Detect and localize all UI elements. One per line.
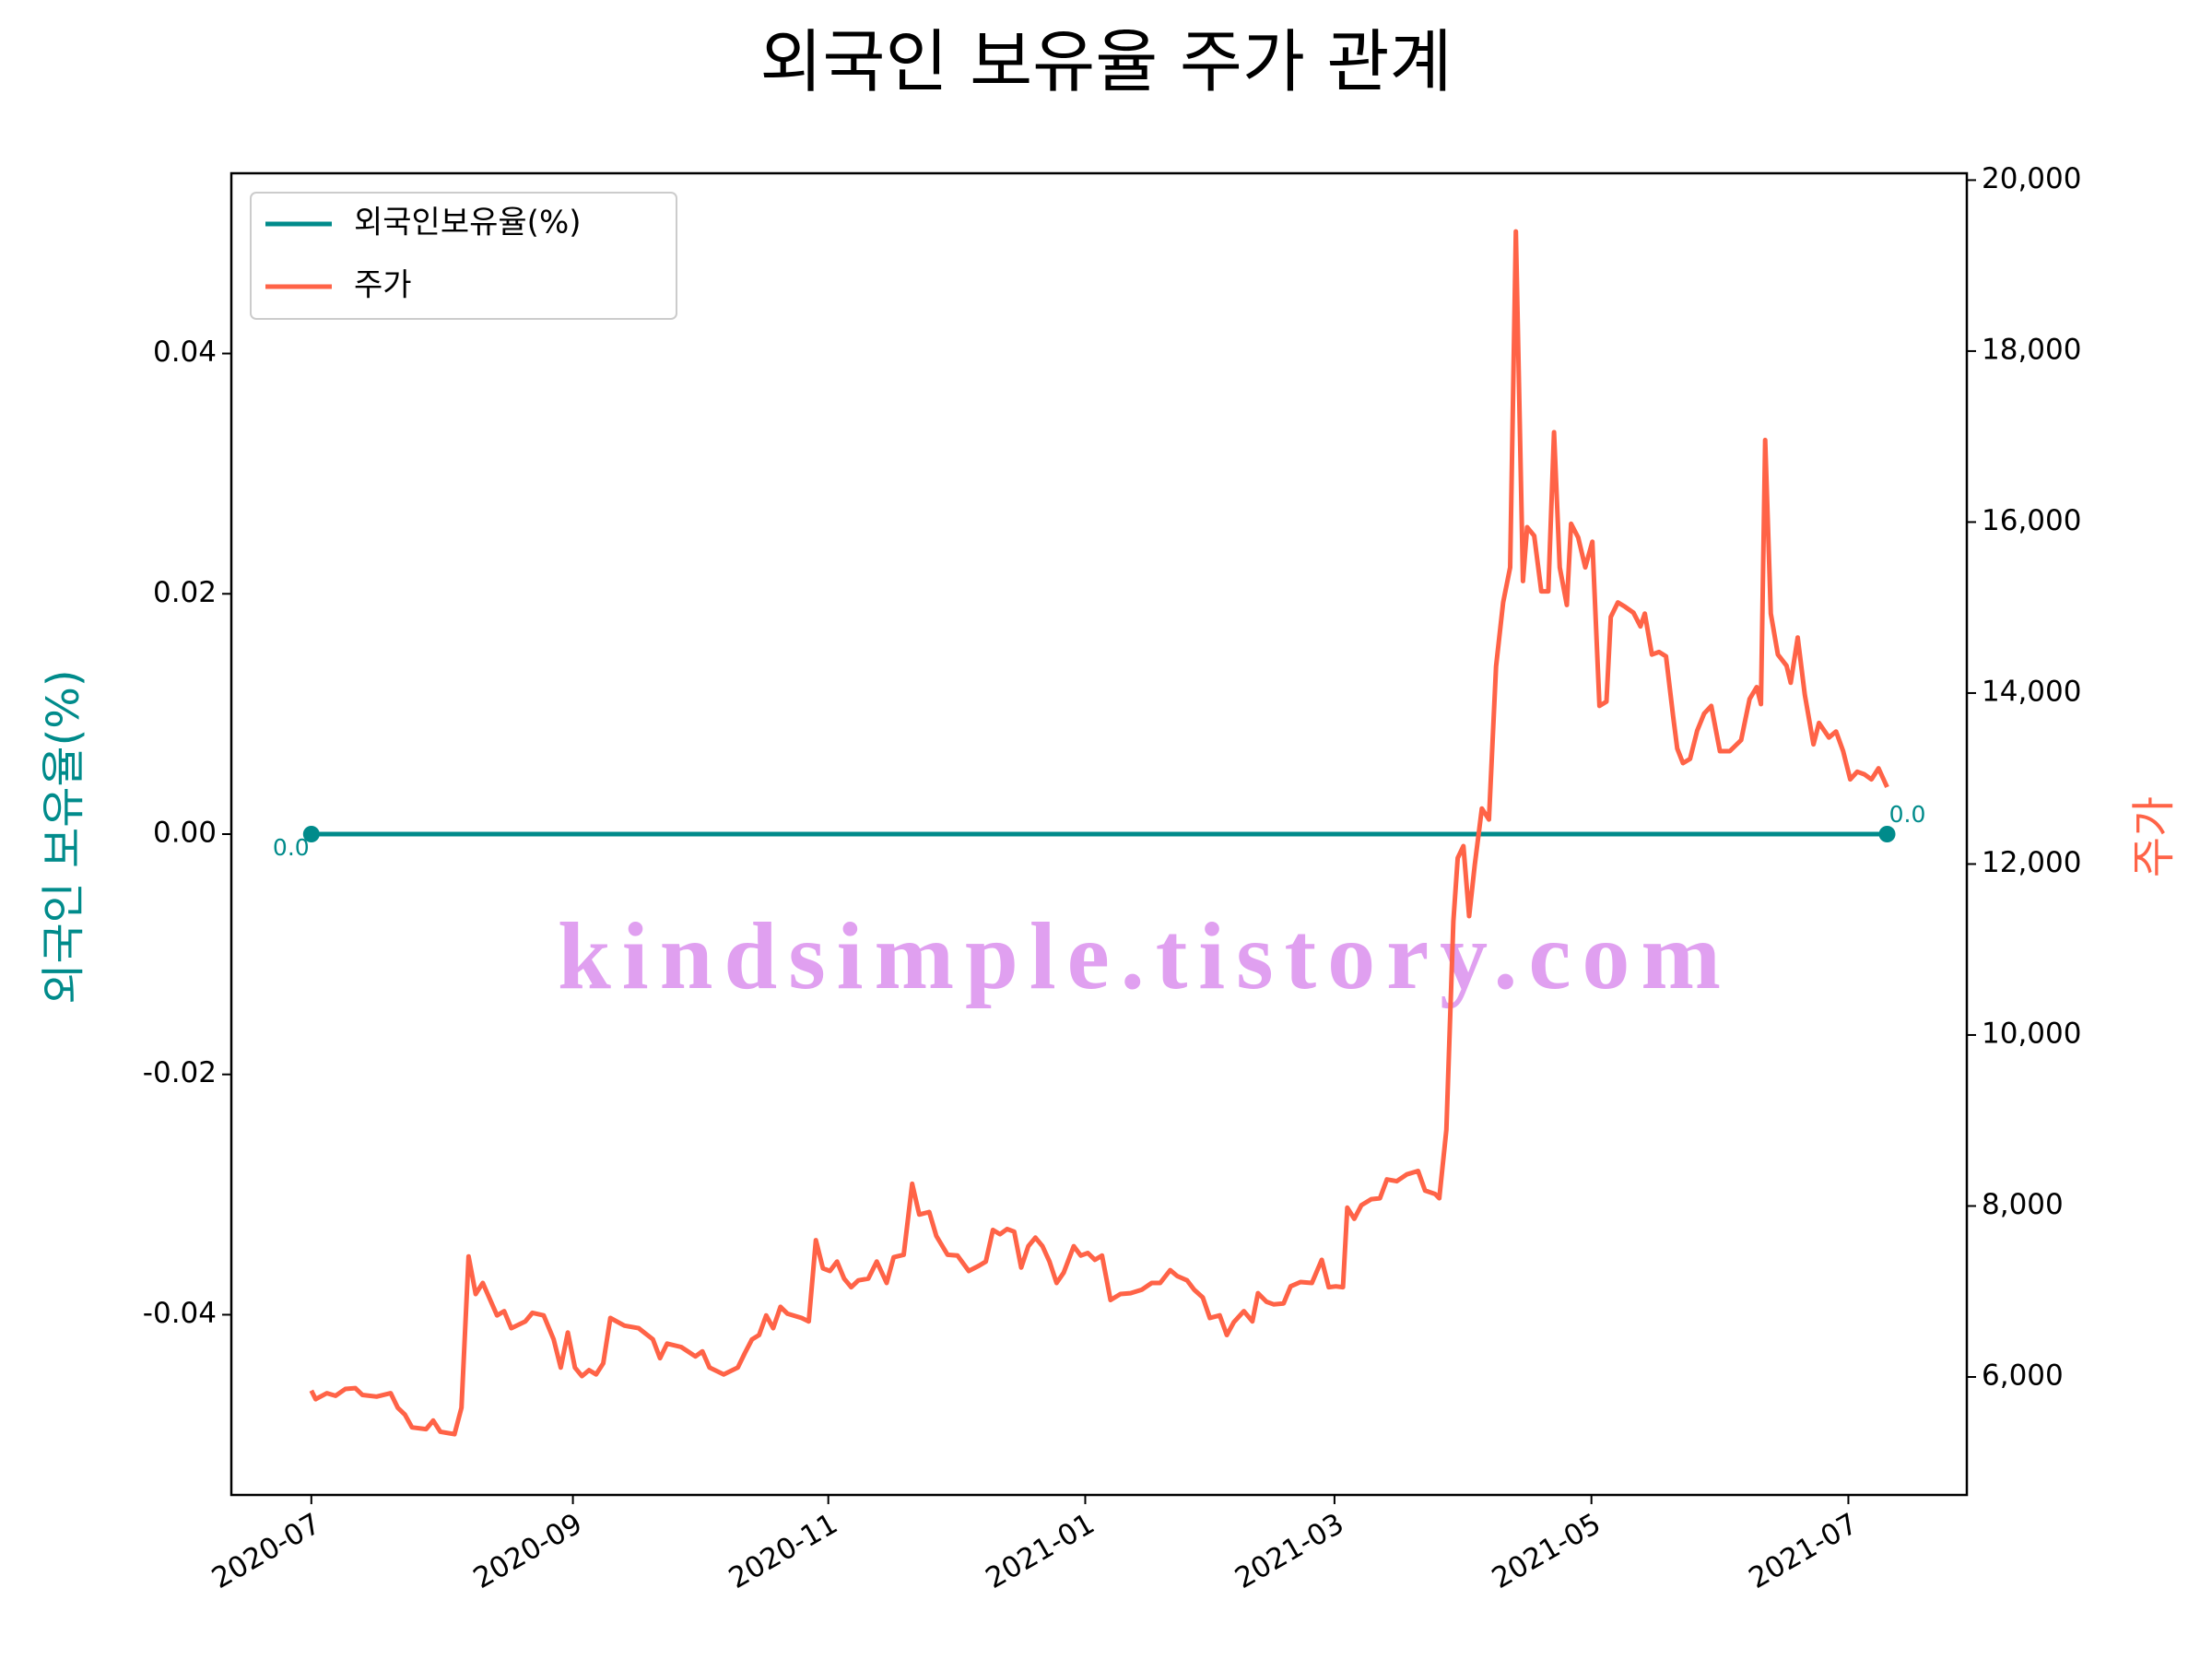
y-tick-label: -0.02 <box>143 1056 217 1089</box>
y2-tick-label: 14,000 <box>1982 675 2081 708</box>
value-label: 0.0 <box>273 834 310 861</box>
legend-label: 주가 <box>354 267 412 304</box>
legend-label: 외국인보유율(%) <box>354 205 582 241</box>
y-tick-label: 0.02 <box>153 576 217 609</box>
value-label: 0.0 <box>1889 801 1926 828</box>
y2-tick-label: 16,000 <box>1982 504 2081 537</box>
y-axis-label: 외국인 보유율(%) <box>38 669 89 1004</box>
y2-tick-label: 6,000 <box>1982 1359 2064 1392</box>
plot-frame <box>229 171 1969 1497</box>
point-marker <box>302 826 320 842</box>
y-tick-label: 0.00 <box>153 817 217 850</box>
legend-box <box>250 192 677 320</box>
chart-title: 외국인 보유율 주가 관계 <box>759 23 1452 102</box>
y-tick-label: -0.04 <box>143 1297 217 1330</box>
y2-axis-label: 주가 <box>2128 796 2180 877</box>
y-tick-label: 0.04 <box>153 335 217 369</box>
series-line <box>309 229 1889 1437</box>
point-marker <box>1878 826 1896 842</box>
y2-tick-label: 18,000 <box>1982 333 2081 366</box>
y2-tick-label: 20,000 <box>1982 162 2081 195</box>
watermark: kindsimple.tistory.com <box>558 903 1721 1009</box>
y2-tick-label: 10,000 <box>1982 1017 2081 1050</box>
y2-tick-label: 8,000 <box>1982 1188 2064 1221</box>
y2-tick-label: 12,000 <box>1982 846 2081 879</box>
